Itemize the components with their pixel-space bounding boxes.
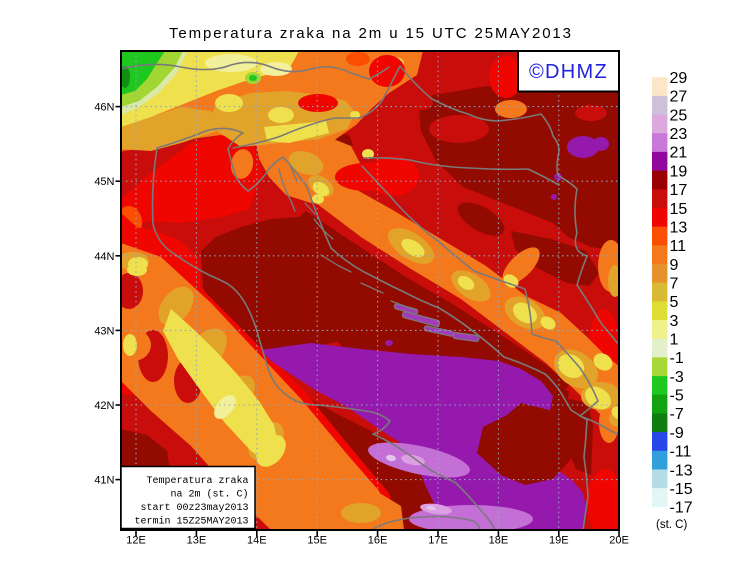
- svg-text:-5: -5: [670, 388, 684, 405]
- svg-text:46N: 46N: [94, 102, 114, 114]
- svg-text:16E: 16E: [368, 535, 388, 547]
- svg-text:11: 11: [670, 238, 687, 255]
- svg-text:23: 23: [670, 126, 688, 143]
- svg-text:na 2m (st. C): na 2m (st. C): [170, 489, 248, 501]
- svg-text:42N: 42N: [94, 400, 114, 412]
- svg-text:19: 19: [670, 163, 688, 180]
- svg-text:18E: 18E: [489, 535, 509, 547]
- svg-text:41N: 41N: [94, 475, 114, 487]
- svg-text:13: 13: [670, 219, 688, 236]
- svg-text:21: 21: [670, 145, 688, 162]
- svg-text:-1: -1: [670, 350, 684, 367]
- svg-text:-9: -9: [670, 425, 684, 442]
- svg-text:Temperatura zraka na 2m u 15 U: Temperatura zraka na 2m u 15 UTC 25MAY20…: [169, 25, 571, 42]
- svg-text:25: 25: [670, 107, 688, 124]
- svg-text:1: 1: [670, 332, 679, 349]
- svg-text:12E: 12E: [126, 535, 146, 547]
- svg-text:15: 15: [670, 201, 688, 218]
- svg-text:-11: -11: [670, 444, 692, 461]
- svg-text:19E: 19E: [549, 535, 569, 547]
- svg-text:44N: 44N: [94, 251, 114, 263]
- svg-text:termin 15Z25MAY2013: termin 15Z25MAY2013: [134, 516, 248, 528]
- svg-text:Temperatura zraka: Temperatura zraka: [146, 475, 248, 487]
- svg-text:-7: -7: [670, 406, 684, 423]
- svg-text:9: 9: [670, 257, 679, 274]
- svg-text:-17: -17: [670, 500, 693, 517]
- svg-text:-13: -13: [670, 462, 693, 479]
- svg-text:(st. C): (st. C): [656, 519, 687, 531]
- svg-text:43N: 43N: [94, 325, 114, 337]
- svg-text:13E: 13E: [187, 535, 207, 547]
- svg-text:-15: -15: [670, 481, 693, 498]
- svg-text:15E: 15E: [307, 535, 327, 547]
- svg-text:17E: 17E: [428, 535, 448, 547]
- svg-text:27: 27: [670, 89, 688, 106]
- svg-text:3: 3: [670, 313, 679, 330]
- svg-text:start 00z23may2013: start 00z23may2013: [140, 503, 248, 514]
- svg-text:17: 17: [670, 182, 688, 199]
- svg-text:7: 7: [670, 276, 679, 293]
- svg-text:5: 5: [670, 294, 679, 311]
- svg-text:©DHMZ: ©DHMZ: [529, 61, 608, 83]
- svg-text:-3: -3: [670, 369, 684, 386]
- svg-text:14E: 14E: [247, 535, 267, 547]
- svg-text:20E: 20E: [609, 535, 629, 547]
- svg-text:29: 29: [670, 70, 688, 87]
- svg-text:45N: 45N: [94, 176, 114, 188]
